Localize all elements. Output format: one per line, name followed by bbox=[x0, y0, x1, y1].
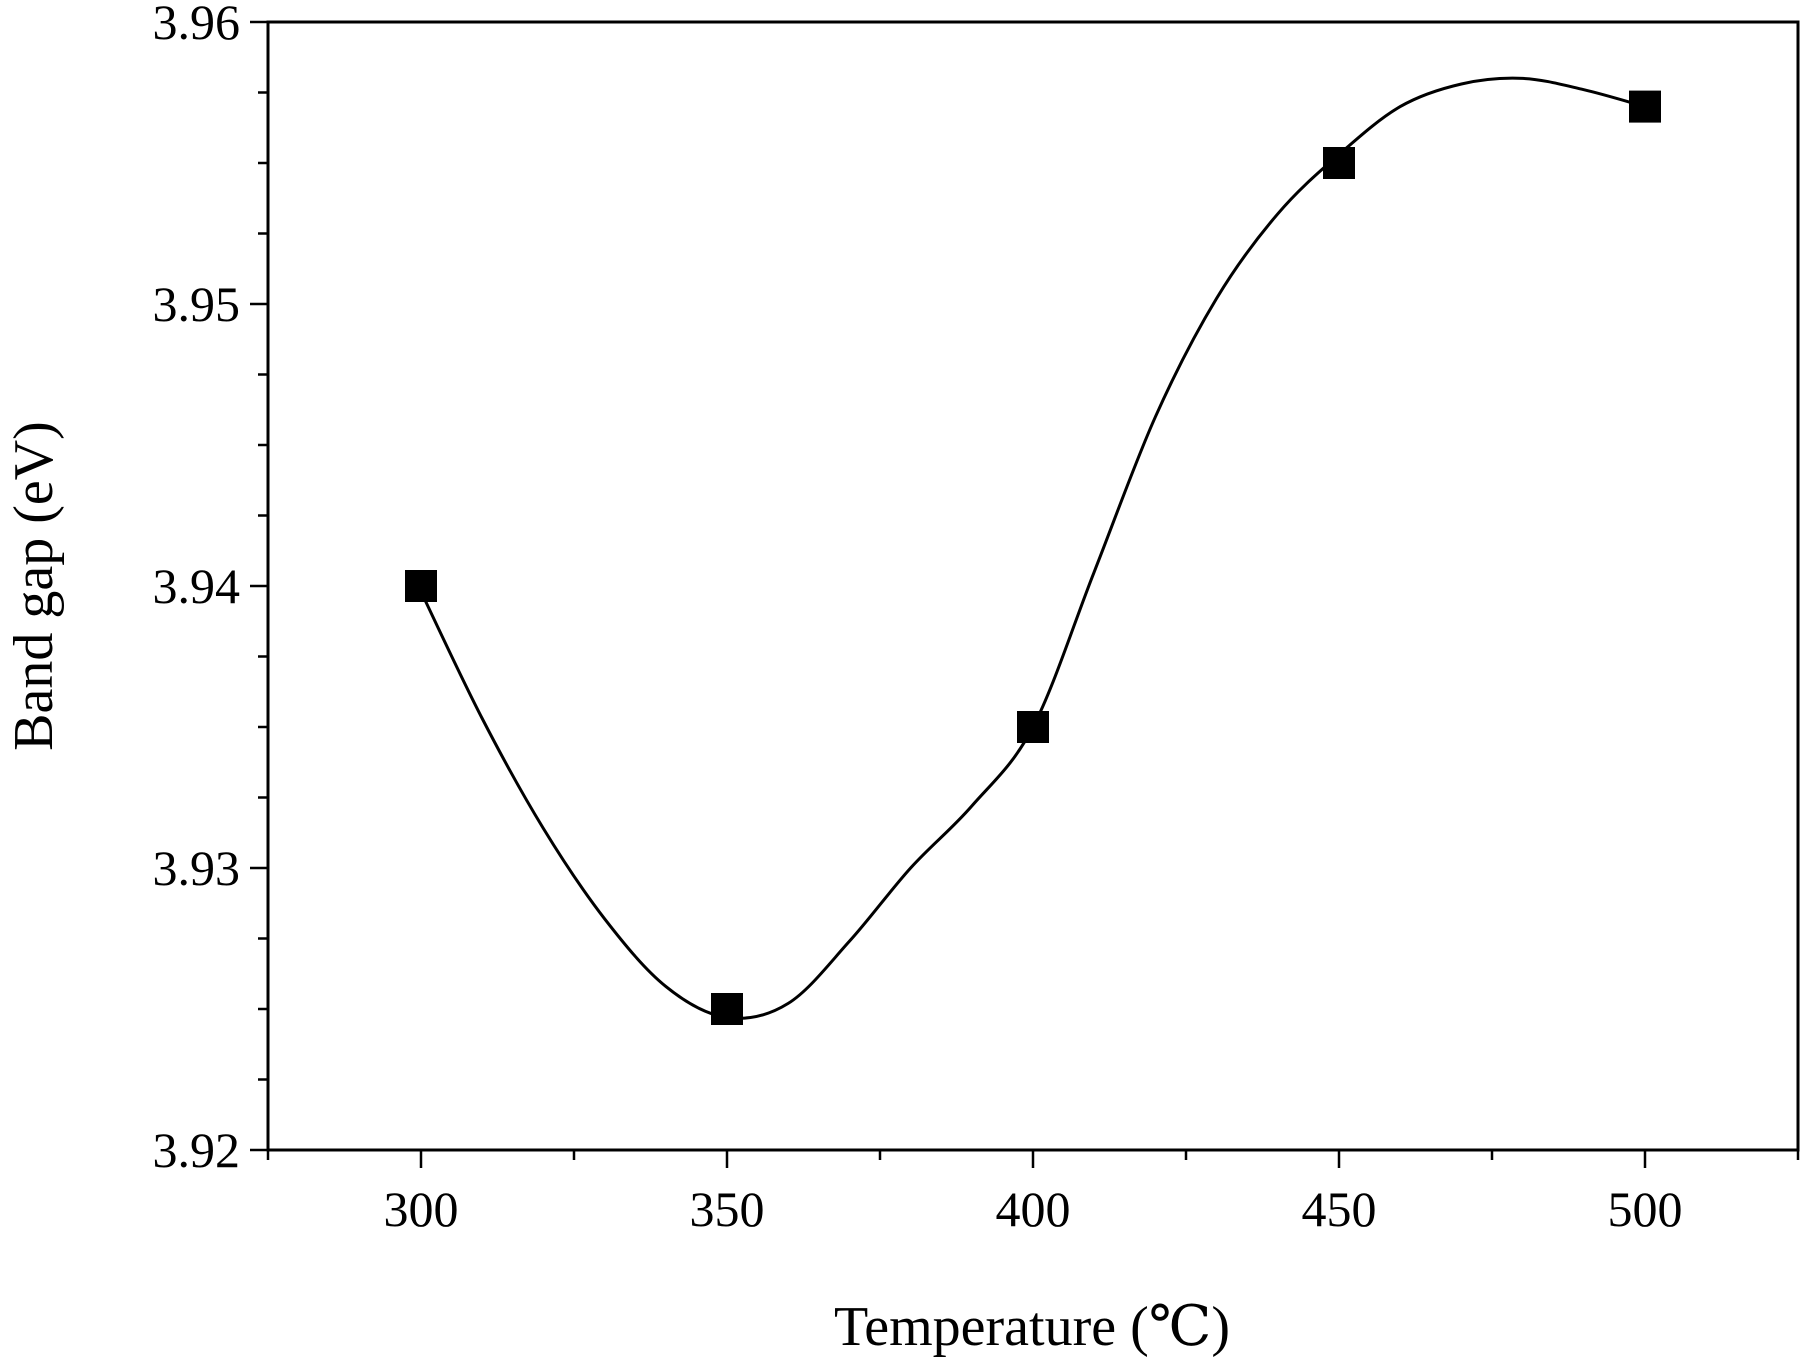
y-tick-label: 3.96 bbox=[153, 0, 241, 50]
minor-ticks bbox=[258, 91, 1800, 1160]
x-tick-label: 500 bbox=[1608, 1181, 1683, 1237]
data-point-marker bbox=[711, 993, 743, 1025]
plot-frame bbox=[266, 20, 1800, 1152]
data-point-marker bbox=[1629, 90, 1661, 123]
y-tick-label: 3.93 bbox=[153, 840, 241, 896]
fit-curve bbox=[419, 76, 1646, 1020]
x-axis-label: Temperature (℃) bbox=[834, 1296, 1230, 1358]
major-ticks bbox=[250, 20, 1647, 1168]
x-tick-label: 400 bbox=[996, 1181, 1071, 1237]
tick-labels: 300 350 400 450 500 3.92 3.93 3.94 3.95 3.96 bbox=[153, 0, 1683, 1237]
plot-axes bbox=[266, 20, 1800, 1152]
y-tick-label: 3.95 bbox=[153, 276, 241, 332]
y-tick-label: 3.94 bbox=[153, 558, 241, 614]
data-point-marker bbox=[1323, 147, 1355, 179]
y-axis-label: Band gap (eV) bbox=[3, 421, 65, 751]
x-tick-label: 300 bbox=[384, 1181, 459, 1237]
data-point-marker bbox=[405, 570, 437, 602]
x-tick-label: 350 bbox=[690, 1181, 765, 1237]
y-tick-label: 3.92 bbox=[153, 1122, 241, 1178]
data-series bbox=[405, 76, 1661, 1025]
data-point-marker bbox=[1017, 711, 1049, 743]
x-tick-label: 450 bbox=[1302, 1181, 1377, 1237]
